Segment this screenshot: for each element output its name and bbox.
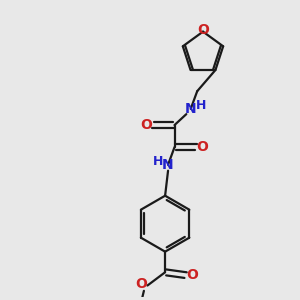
Text: O: O — [141, 118, 152, 132]
Text: N: N — [162, 158, 174, 172]
Text: O: O — [135, 277, 147, 291]
Text: O: O — [197, 23, 209, 37]
Text: H: H — [196, 99, 206, 112]
Text: O: O — [196, 140, 208, 154]
Text: O: O — [186, 268, 198, 282]
Text: N: N — [185, 102, 197, 116]
Text: H: H — [153, 155, 163, 168]
